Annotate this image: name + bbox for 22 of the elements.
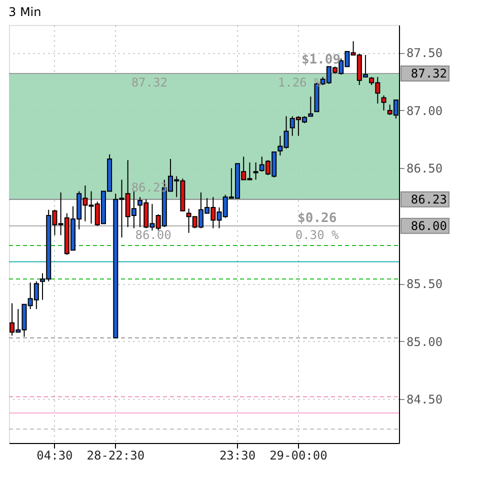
annotation: $0.26 xyxy=(298,211,337,226)
ref-line-label: 86.23 xyxy=(410,192,447,206)
y-tick-label: 85.00 xyxy=(406,334,443,349)
annotation: 0.30 % xyxy=(295,228,340,242)
annotation: 87.32 xyxy=(131,75,168,90)
x-tick-label: 23:30 xyxy=(219,448,256,462)
y-tick-label: 84.50 xyxy=(406,392,443,407)
candlestick xyxy=(308,96,314,117)
annotation: 86.00 xyxy=(135,228,172,242)
x-tick-label: 04:30 xyxy=(36,448,73,462)
candlestick xyxy=(253,162,258,180)
x-tick-label: 28-22:30 xyxy=(86,448,145,462)
x-tick-label: 29-00:00 xyxy=(270,448,328,462)
annotation: $1.09 xyxy=(301,52,341,68)
y-tick-label: 87.00 xyxy=(406,104,443,118)
y-tick-label: 87.50 xyxy=(406,46,443,60)
ref-line-label: 86.00 xyxy=(410,218,447,233)
chart-title: 3 Min xyxy=(8,5,42,19)
ref-line-label: 87.32 xyxy=(410,66,447,80)
y-tick-label: 86.50 xyxy=(406,162,443,176)
candlestick xyxy=(381,94,386,111)
y-tick-label: 85.50 xyxy=(406,277,443,292)
